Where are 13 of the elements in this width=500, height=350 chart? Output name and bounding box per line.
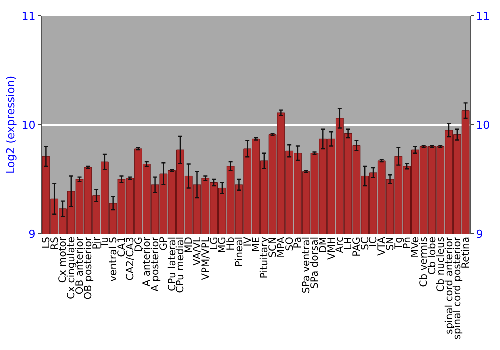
x-tick-label: spinal cord posterior bbox=[452, 236, 464, 340]
x-tick-label: Retina bbox=[461, 237, 472, 269]
x-tick-label: Pituitary bbox=[260, 236, 271, 279]
x-tick-label: Tg bbox=[394, 237, 405, 250]
y2-tick-label: 10 bbox=[476, 118, 490, 132]
y-axis-title: Log2 (expression) bbox=[4, 76, 18, 174]
x-tick-label: ME bbox=[251, 237, 262, 252]
x-tick-label: OB posterior bbox=[83, 236, 94, 300]
y2-tick-label: 11 bbox=[476, 10, 490, 23]
y-tick-label: 11 bbox=[22, 10, 36, 23]
y-tick-label: 10 bbox=[22, 118, 36, 132]
y-tick-label: 9 bbox=[28, 228, 36, 241]
y2-tick-label: 9 bbox=[476, 228, 484, 241]
